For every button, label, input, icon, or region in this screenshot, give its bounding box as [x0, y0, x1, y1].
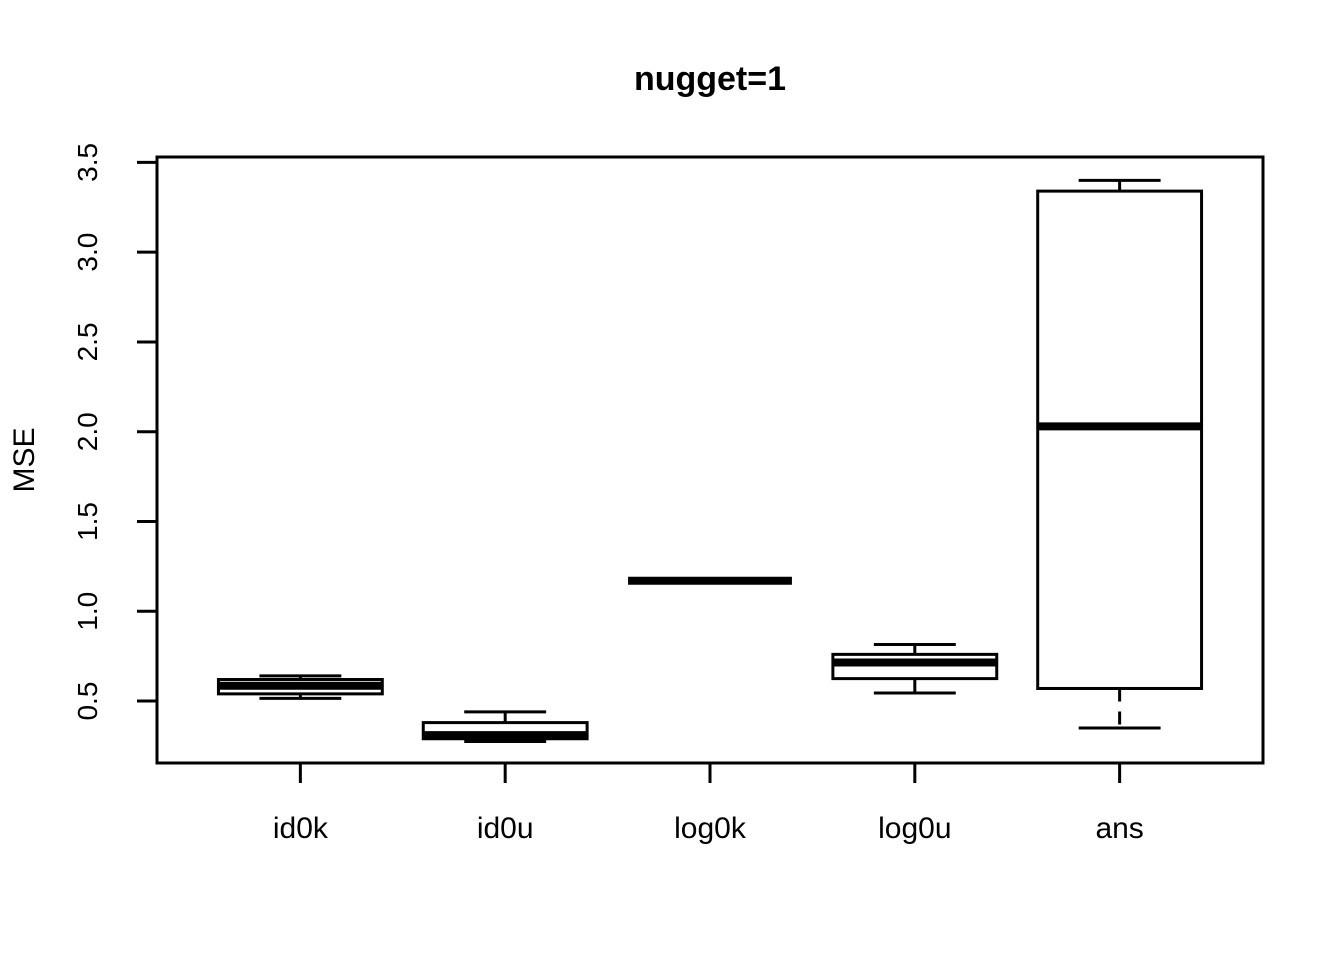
boxplot-id0u: [421, 710, 589, 743]
x-category-label-id0u: id0u: [477, 812, 534, 845]
plot-area: 0.5 1.0 1.5 2.0 2.5 3.0 3.5 id0k id0u log0k log0u a…: [72, 143, 1265, 845]
chart-title: nugget=1: [634, 60, 786, 98]
iqr-box: [831, 652, 999, 681]
y-tick-label: 1.5: [72, 502, 103, 541]
iqr-box: [1036, 189, 1204, 690]
x-category-label-log0k: log0k: [674, 812, 747, 845]
x-category-label-log0u: log0u: [878, 812, 951, 845]
y-tick-label: 0.5: [72, 682, 103, 721]
y-tick-label: 2.0: [72, 412, 103, 451]
y-tick-label: 3.0: [72, 233, 103, 272]
boxplot-ans: [1036, 178, 1204, 730]
boxplot-log0u: [831, 642, 999, 695]
x-category-label-ans: ans: [1095, 812, 1143, 845]
y-tick-label: 3.5: [72, 143, 103, 182]
y-tick-label: 1.0: [72, 592, 103, 631]
y-axis-label: MSE: [8, 427, 41, 492]
y-tick-label: 2.5: [72, 322, 103, 361]
x-category-label-id0k: id0k: [273, 812, 329, 845]
boxplot-id0k: [216, 674, 384, 700]
